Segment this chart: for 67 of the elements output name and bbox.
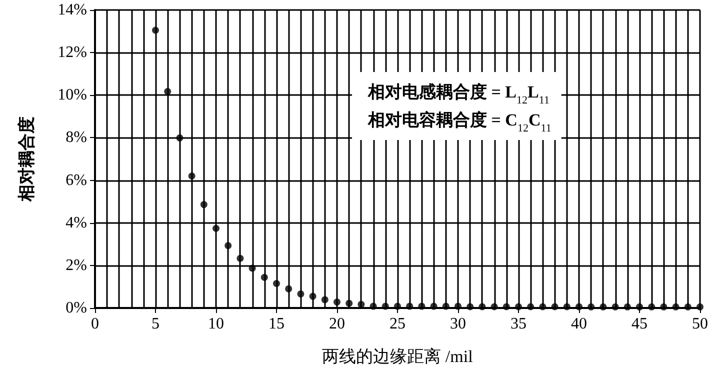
y-tick-label: 14% bbox=[58, 2, 87, 18]
x-tick-label: 5 bbox=[152, 316, 160, 332]
point bbox=[406, 302, 414, 310]
point bbox=[576, 303, 582, 310]
point bbox=[430, 302, 438, 310]
point bbox=[188, 172, 196, 180]
point bbox=[588, 303, 595, 310]
y-tick-label: 6% bbox=[66, 172, 87, 189]
point bbox=[466, 303, 474, 310]
point bbox=[551, 303, 558, 310]
point bbox=[164, 88, 172, 96]
y-axis-title: 相对耦合度 bbox=[17, 116, 36, 202]
x-tick-label: 50 bbox=[692, 316, 708, 332]
point bbox=[648, 303, 656, 310]
point bbox=[454, 302, 462, 310]
x-tick-label: 20 bbox=[329, 316, 345, 332]
point bbox=[672, 303, 680, 310]
x-tick-label: 10 bbox=[208, 316, 224, 332]
point bbox=[200, 201, 208, 208]
point bbox=[515, 303, 522, 310]
y-tick-label: 8% bbox=[66, 129, 87, 146]
point bbox=[660, 303, 668, 310]
point bbox=[539, 303, 546, 310]
point bbox=[297, 290, 304, 298]
point bbox=[600, 303, 607, 310]
y-tick-label: 12% bbox=[58, 44, 87, 62]
point bbox=[212, 224, 220, 232]
x-tick-label: 30 bbox=[450, 316, 466, 332]
x-tick-label: 15 bbox=[268, 316, 284, 332]
point bbox=[442, 302, 450, 310]
point bbox=[358, 300, 365, 308]
point bbox=[612, 303, 619, 310]
point bbox=[260, 274, 268, 281]
point bbox=[382, 302, 389, 310]
point bbox=[478, 303, 486, 310]
point bbox=[224, 242, 232, 250]
x-tick-label: 45 bbox=[632, 316, 648, 332]
x-axis-title: 两线的边缘距离 /mil bbox=[322, 347, 474, 366]
point bbox=[490, 303, 498, 310]
point bbox=[285, 285, 292, 292]
x-tick-label: 25 bbox=[390, 316, 406, 332]
point bbox=[502, 303, 510, 310]
x-tick-label: 35 bbox=[510, 316, 526, 332]
point bbox=[152, 26, 159, 34]
point bbox=[418, 302, 426, 310]
y-tick-label: 4% bbox=[66, 214, 87, 232]
point bbox=[321, 296, 328, 304]
point bbox=[394, 302, 401, 310]
y-tick-label: 2% bbox=[66, 256, 87, 274]
point bbox=[684, 303, 692, 310]
x-tick-label: 0 bbox=[91, 316, 99, 332]
point bbox=[563, 303, 570, 310]
point bbox=[636, 303, 643, 310]
point bbox=[334, 298, 340, 306]
point bbox=[176, 134, 184, 142]
x-tick-label: 40 bbox=[571, 316, 587, 332]
y-tick-label: 0% bbox=[66, 300, 87, 316]
point bbox=[309, 292, 316, 300]
point bbox=[346, 300, 353, 307]
point bbox=[273, 280, 280, 288]
point bbox=[696, 303, 704, 310]
point bbox=[236, 254, 244, 262]
point bbox=[624, 303, 631, 310]
point bbox=[527, 303, 534, 310]
point bbox=[248, 264, 256, 272]
y-tick-label: 10% bbox=[58, 86, 87, 104]
point bbox=[370, 302, 377, 310]
